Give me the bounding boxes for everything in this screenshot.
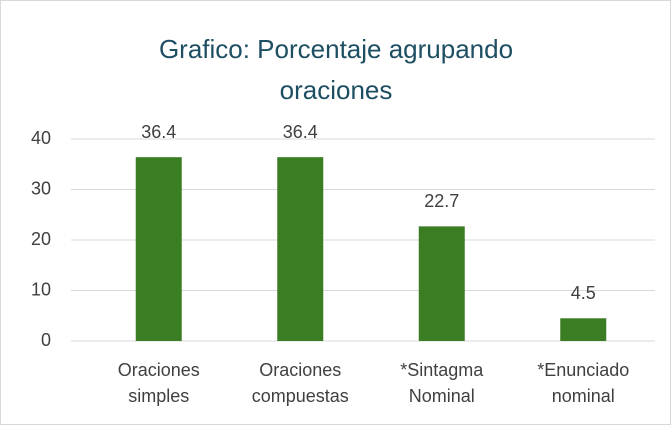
bar [135,157,182,341]
data-label: 22.7 [424,191,459,211]
bar [418,226,465,341]
x-tick-label: Oraciones simples [117,360,200,406]
y-tick-label: 20 [31,229,51,249]
y-tick-label: 30 [31,178,51,198]
data-label: 36.4 [283,122,318,142]
data-label: 36.4 [141,122,176,142]
chart-title: Grafico: Porcentaje agrupando oraciones [158,34,514,105]
x-tick-label: Oraciones compuestas [251,360,349,406]
y-tick-label: 40 [31,128,51,148]
bar [560,318,607,341]
y-tick-label: 10 [31,279,51,299]
y-tick-label: 0 [41,330,51,350]
bar [277,157,324,341]
x-tick-label: *Enunciado nominal [537,360,630,406]
data-label: 4.5 [571,283,596,303]
x-tick-label: *Sintagma Nominal [400,360,484,406]
